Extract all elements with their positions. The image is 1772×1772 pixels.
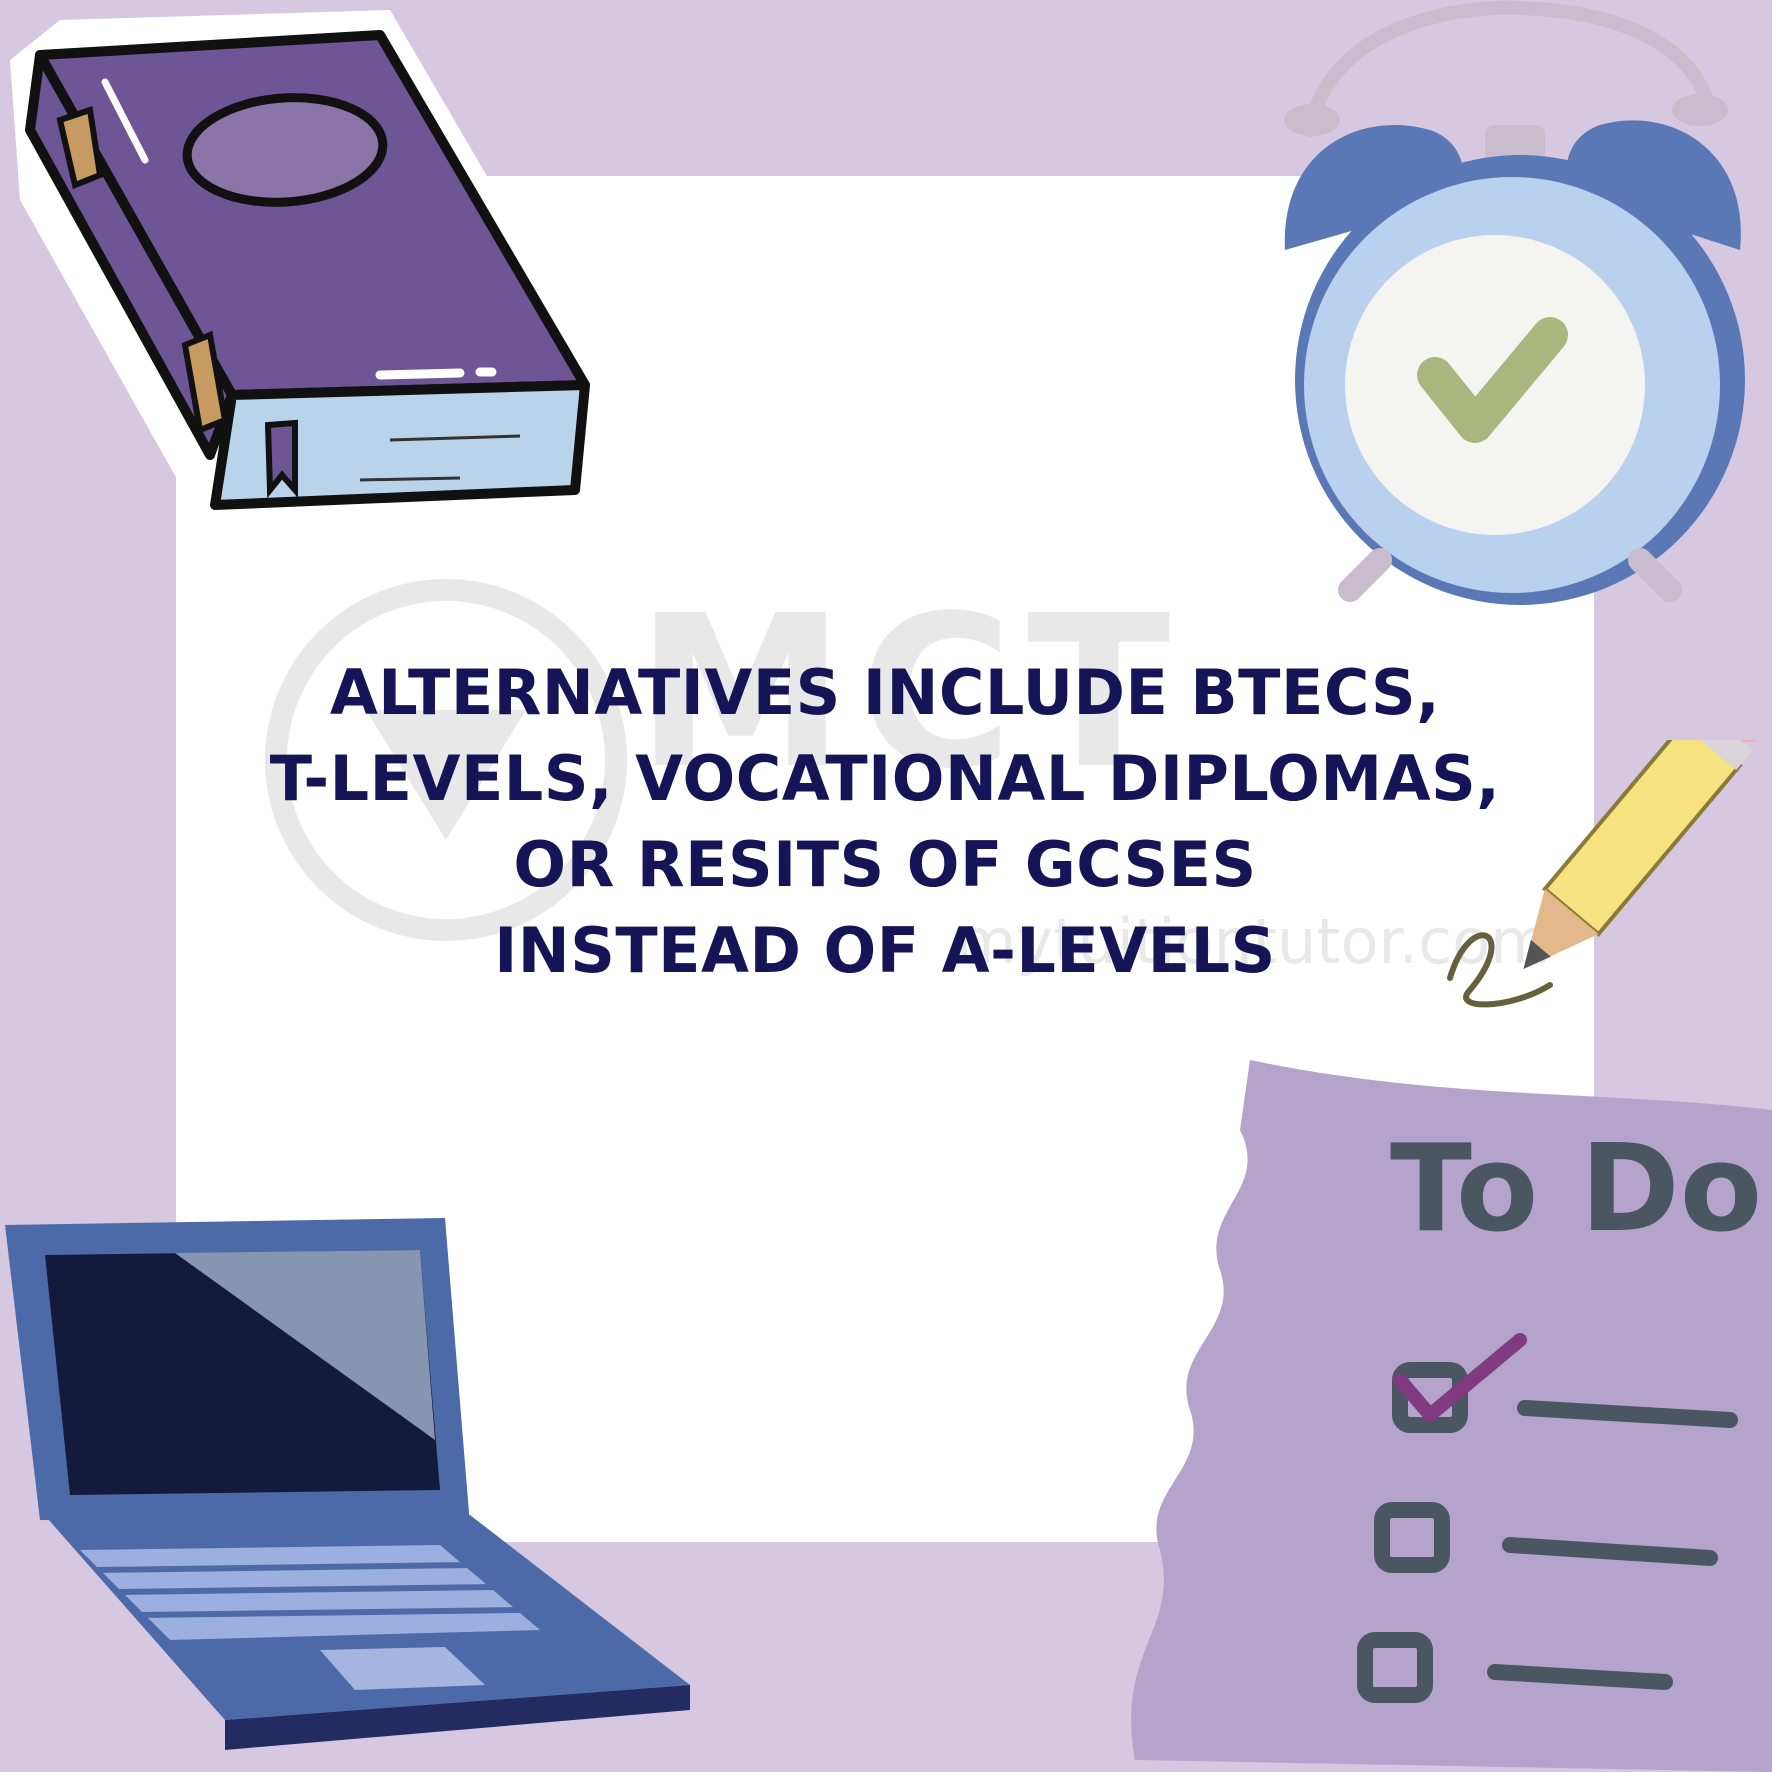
headline-line-2: T-LEVELS, VOCATIONAL DIPLOMAS, bbox=[269, 742, 1501, 815]
todo-note-icon: To Do. bbox=[1131, 1060, 1772, 1772]
laptop-icon bbox=[5, 1218, 690, 1750]
pencil-icon bbox=[1447, 740, 1772, 1008]
headline-line-1: ALTERNATIVES INCLUDE BTECS, bbox=[329, 656, 1441, 729]
book-icon bbox=[10, 10, 600, 520]
todo-note-title: To Do. bbox=[1390, 1120, 1772, 1259]
headline-line-4: INSTEAD OF A-LEVELS bbox=[494, 914, 1276, 987]
headline-line-3: OR RESITS OF GCSES bbox=[513, 828, 1257, 901]
headline: ALTERNATIVES INCLUDE BTECS, T-LEVELS, VO… bbox=[176, 650, 1594, 994]
alarm-clock-icon bbox=[1284, 0, 1745, 605]
